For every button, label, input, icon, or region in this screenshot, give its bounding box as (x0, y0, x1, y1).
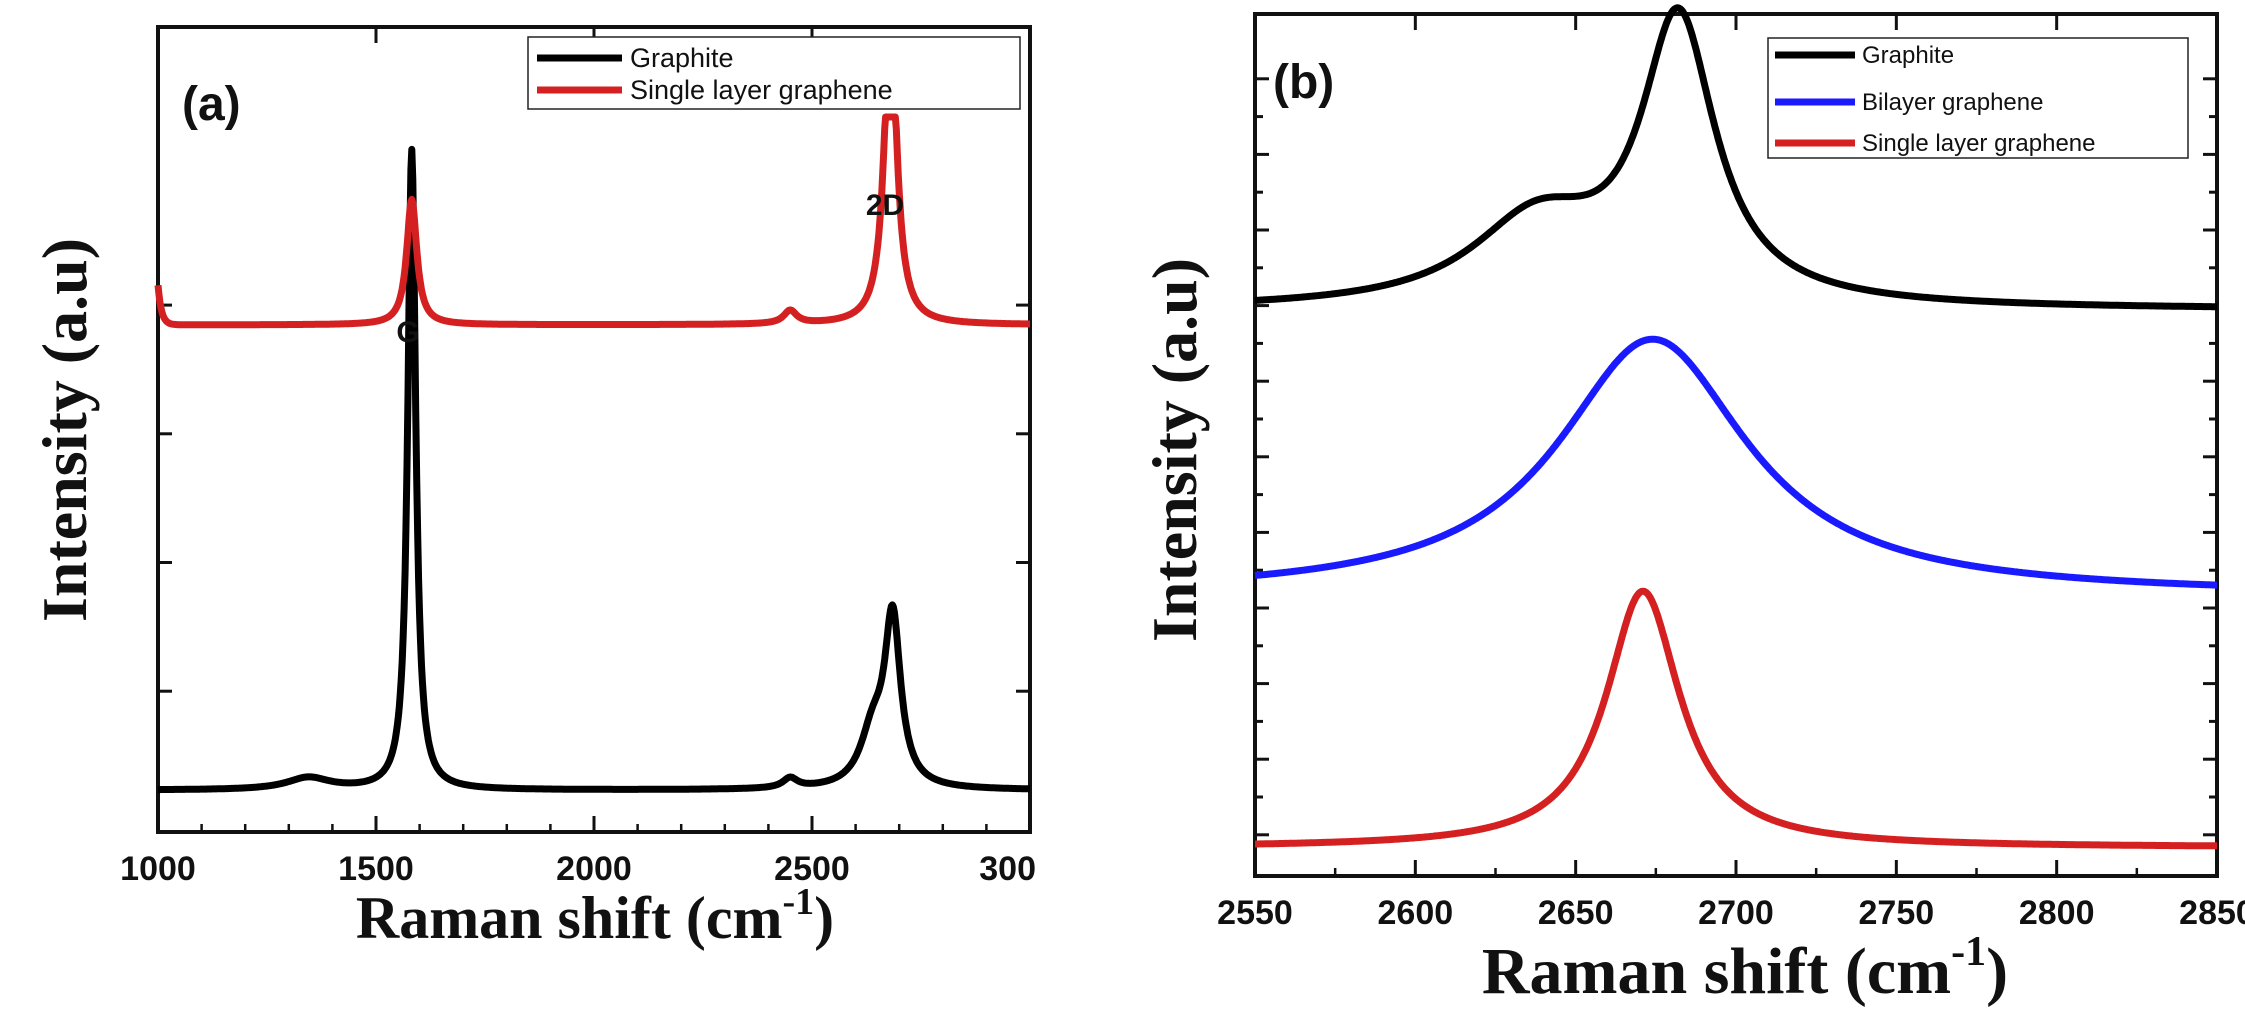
panel-a-x-axis-title-main: Raman shift (cm (356, 885, 783, 951)
panel-a-x-tick-label: 1000 (120, 850, 196, 888)
panel-a-legend-label-single-layer: Single layer graphene (630, 75, 893, 105)
panel-b-label: (b) (1273, 56, 1334, 109)
panel-a-x-axis-title-close: ) (814, 885, 834, 951)
panel-a-x-tick-label: 2000 (556, 850, 632, 888)
panel-b-x-tick-label: 2700 (1698, 894, 1774, 932)
panel-a-series-single-layer-graphene (154, 113, 1033, 329)
panel-b-x-ticks: 2550 2600 2650 2700 2750 2800 2850 (1217, 14, 2245, 932)
panel-a-legend: Graphite Single layer graphene (527, 36, 1021, 110)
panel-a-label: (a) (182, 78, 241, 131)
panel-a-x-tick-label: 1500 (338, 850, 414, 888)
panel-a-annotation-2d: 2D (866, 189, 904, 222)
panel-b-series-bilayer-graphene (1252, 335, 2220, 589)
panel-a-legend-label-graphite: Graphite (630, 43, 734, 73)
panel-a-x-tick-label: 2500 (774, 850, 850, 888)
panel-a-y-ticks (158, 303, 1030, 693)
panel-b-series-single-layer-graphene (1252, 587, 2220, 850)
panel-a-series-graphite (155, 145, 1033, 794)
panel-b-y-ticks (1255, 77, 2217, 837)
panel-b-x-axis-title-main: Raman shift (cm (1482, 935, 1951, 1008)
panel-b-x-axis-title-superscript: -1 (1951, 929, 1986, 975)
panel-a: 1000 1500 2000 2500 300 (a) G 2D Graphite Si… (29, 25, 1036, 951)
panel-a-annotation-g: G (396, 316, 419, 349)
panel-b-curves (1252, 4, 2220, 850)
panel-b: 2550 2600 2650 2700 2750 2800 2850 (b) Graphit… (1139, 4, 2245, 1008)
panel-a-curves (154, 113, 1033, 794)
panel-a-x-ticks: 1000 1500 2000 2500 300 (120, 27, 1036, 888)
panel-b-legend-label-bilayer: Bilayer graphene (1862, 89, 2043, 116)
panel-b-x-axis-title-close: ) (1986, 935, 2008, 1008)
panel-b-x-tick-label: 2850 (2179, 894, 2245, 932)
panel-b-x-tick-label: 2800 (2019, 894, 2095, 932)
panel-b-y-axis-title: Intensity (a.u) (1139, 258, 1210, 642)
panel-b-series-graphite (1252, 4, 2220, 311)
panel-b-legend-label-graphite: Graphite (1862, 42, 1954, 69)
panel-b-x-tick-label: 2650 (1538, 894, 1614, 932)
panel-a-x-axis-title-superscript: -1 (782, 881, 814, 923)
panel-a-x-tick-label: 300 (979, 850, 1036, 888)
panel-a-x-axis-title: Raman shift (cm-1) (356, 881, 834, 951)
panel-b-legend-label-single-layer: Single layer graphene (1862, 130, 2096, 157)
panel-a-legend-box (527, 36, 1021, 110)
panel-b-x-axis-title: Raman shift (cm-1) (1482, 929, 2008, 1008)
panel-a-y-axis-title: Intensity (a.u) (29, 238, 100, 622)
panel-b-legend: Graphite Bilayer graphene Single layer g… (1767, 37, 2189, 159)
panel-b-x-tick-label: 2600 (1378, 894, 1454, 932)
panel-b-x-tick-label: 2750 (1859, 894, 1935, 932)
panel-b-x-tick-label: 2550 (1217, 894, 1293, 932)
